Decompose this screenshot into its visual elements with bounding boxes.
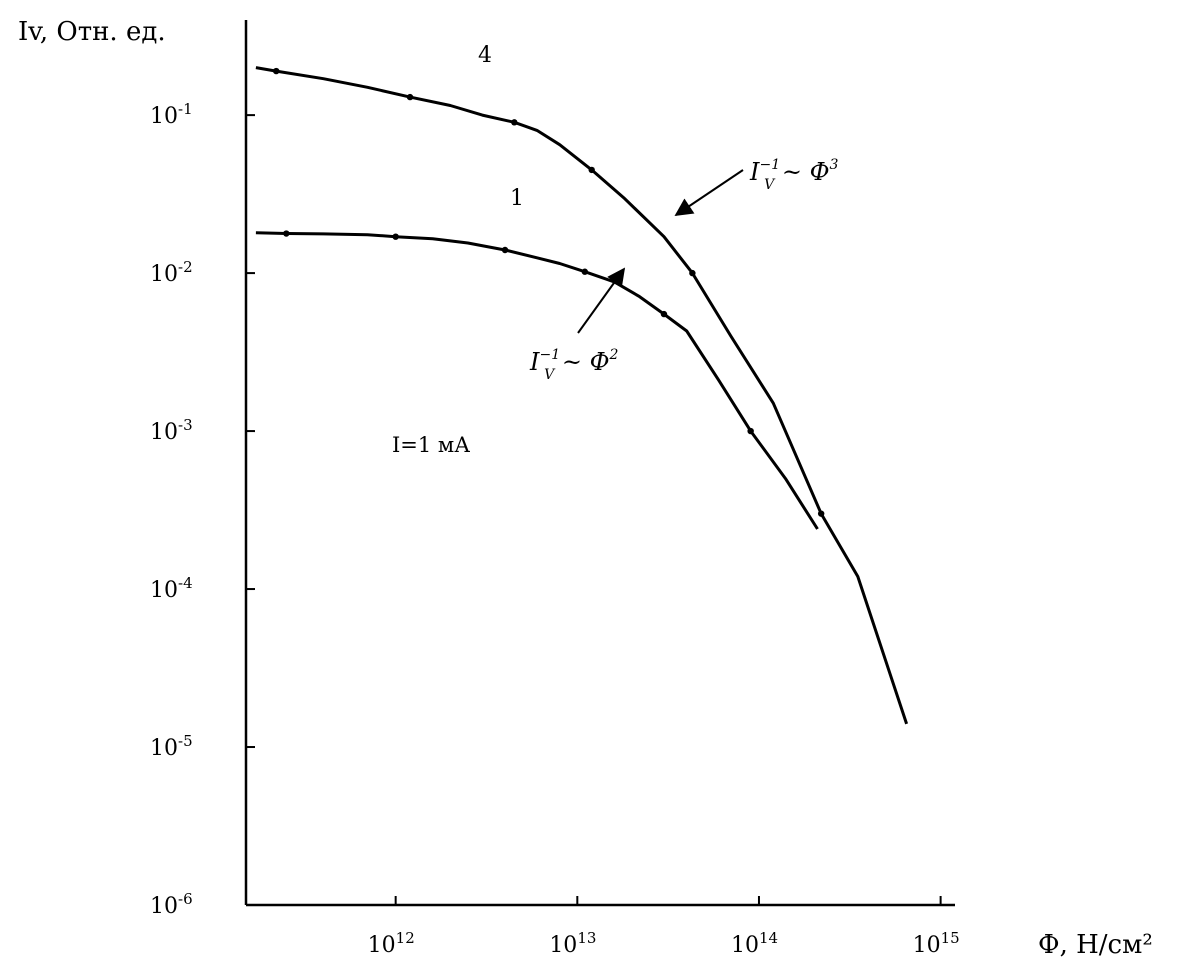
data-point	[588, 166, 595, 174]
x-tick-label: 1013	[549, 929, 596, 958]
series-label-4: 4	[478, 43, 492, 68]
x-tick-label: 1014	[731, 929, 778, 958]
y-tick-label: 10-1	[150, 100, 193, 129]
data-point	[817, 510, 825, 517]
data-point	[511, 119, 518, 126]
y-tick-label: 10-4	[150, 574, 193, 603]
data-point	[581, 268, 589, 275]
annotation-layer: I−1 V ~ Ф3 I−1 V ~ Ф2	[529, 157, 839, 383]
data-point	[660, 310, 668, 318]
axes: 10-1 10-2 10-3 10-4 10-5 10-6 1012 1013 1014 1015	[150, 20, 960, 958]
data-point	[689, 269, 696, 277]
series-layer: 41	[255, 43, 909, 725]
annotation-arrow	[674, 169, 744, 217]
y-tick-label: 10-5	[150, 732, 193, 761]
series-label-1: 1	[510, 186, 524, 211]
series-line-1	[255, 231, 819, 530]
y-tick-label: 10-6	[150, 890, 193, 919]
y-axis-title: Iv, Отн. ед.	[18, 17, 166, 47]
data-point	[501, 246, 509, 254]
annotation-formula: I−1 V ~ Ф3	[749, 157, 839, 193]
y-tick-label: 10-2	[150, 258, 193, 287]
current-note: I=1 мА	[392, 433, 470, 457]
x-axis-title: Ф, Н/см²	[1038, 930, 1153, 960]
data-point	[283, 230, 290, 237]
data-point	[406, 93, 414, 101]
x-tick-label: 1012	[368, 929, 415, 958]
annotation-arrow	[577, 267, 626, 334]
data-point	[392, 233, 399, 240]
series-line-4	[255, 66, 909, 725]
data-point	[747, 427, 754, 435]
y-tick-label: 10-3	[150, 416, 193, 445]
data-point	[273, 67, 280, 75]
annotation-formula: I−1 V ~ Ф2	[529, 347, 619, 383]
x-tick-label: 1015	[913, 929, 960, 958]
